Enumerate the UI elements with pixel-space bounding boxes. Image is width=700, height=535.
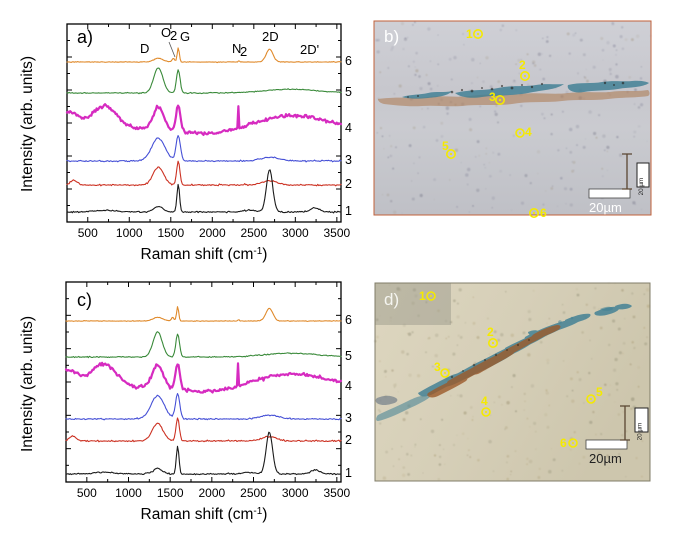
svg-text:3000: 3000 <box>282 486 309 500</box>
svg-text:20 µm: 20 µm <box>638 178 645 196</box>
svg-text:5: 5 <box>596 385 603 399</box>
svg-text:Intensity (arb. units): Intensity (arb. units) <box>19 56 36 192</box>
svg-text:500: 500 <box>78 226 98 240</box>
svg-text:1: 1 <box>419 289 426 303</box>
svg-text:20µm: 20µm <box>589 200 622 215</box>
svg-text:3: 3 <box>345 411 352 425</box>
svg-text:a): a) <box>77 27 93 47</box>
svg-text:4: 4 <box>345 121 352 135</box>
svg-text:D: D <box>140 41 149 56</box>
svg-text:2000: 2000 <box>199 226 226 240</box>
svg-text:20 µm: 20 µm <box>637 423 644 441</box>
svg-text:1: 1 <box>345 466 352 480</box>
svg-text:2500: 2500 <box>240 486 267 500</box>
svg-text:6: 6 <box>540 206 547 220</box>
svg-text:1500: 1500 <box>157 226 184 240</box>
svg-text:5: 5 <box>345 85 352 99</box>
svg-text:2D': 2D' <box>300 42 319 57</box>
svg-text:2: 2 <box>519 58 526 72</box>
svg-text:2: 2 <box>240 44 247 59</box>
svg-text:5: 5 <box>345 349 352 363</box>
svg-text:2500: 2500 <box>240 226 267 240</box>
svg-text:c): c) <box>77 290 92 310</box>
svg-text:1: 1 <box>466 27 473 41</box>
svg-text:6: 6 <box>345 313 352 327</box>
svg-text:1: 1 <box>345 204 352 218</box>
svg-text:4: 4 <box>481 394 488 408</box>
svg-text:500: 500 <box>77 486 97 500</box>
svg-text:Raman shift (cm-1): Raman shift (cm-1) <box>141 506 268 524</box>
svg-text:2: 2 <box>170 28 177 43</box>
svg-text:Raman shift (cm-1): Raman shift (cm-1) <box>141 246 268 264</box>
svg-text:3: 3 <box>489 90 496 104</box>
svg-text:6: 6 <box>345 54 352 68</box>
svg-text:4: 4 <box>525 125 532 139</box>
svg-text:2000: 2000 <box>198 486 225 500</box>
svg-text:3: 3 <box>345 153 352 167</box>
svg-text:2: 2 <box>345 177 352 191</box>
svg-text:3: 3 <box>434 360 441 374</box>
svg-text:4: 4 <box>345 379 352 393</box>
svg-text:b): b) <box>384 27 399 46</box>
svg-text:3000: 3000 <box>282 226 309 240</box>
svg-text:2: 2 <box>345 433 352 447</box>
svg-text:2D: 2D <box>262 29 279 44</box>
svg-text:Intensity (arb. units): Intensity (arb. units) <box>19 316 36 452</box>
svg-text:5: 5 <box>442 139 449 153</box>
svg-text:3500: 3500 <box>323 486 350 500</box>
svg-text:1000: 1000 <box>115 486 142 500</box>
svg-text:1500: 1500 <box>157 486 184 500</box>
svg-text:2: 2 <box>487 325 494 339</box>
svg-text:d): d) <box>384 290 399 309</box>
svg-text:20µm: 20µm <box>589 451 622 466</box>
svg-text:G: G <box>180 29 190 44</box>
svg-text:3500: 3500 <box>323 226 350 240</box>
svg-text:6: 6 <box>560 436 567 450</box>
svg-text:1000: 1000 <box>116 226 143 240</box>
